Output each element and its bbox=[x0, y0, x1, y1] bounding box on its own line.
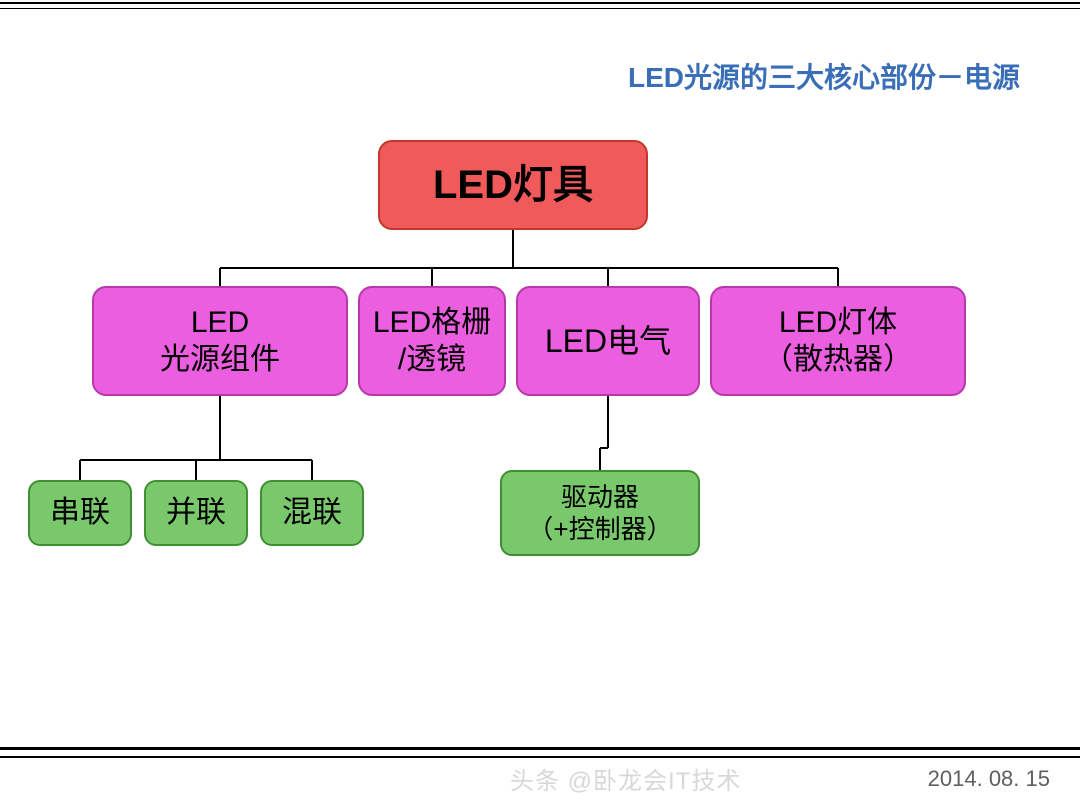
node-n4: LED灯体 （散热器） bbox=[710, 286, 966, 396]
node-root: LED灯具 bbox=[378, 140, 648, 230]
node-l1: 串联 bbox=[28, 480, 132, 546]
date-text: 2014. 08. 15 bbox=[928, 766, 1050, 792]
node-n3: LED电气 bbox=[516, 286, 700, 396]
bottom-rule-2 bbox=[0, 756, 1080, 758]
node-n1: LED 光源组件 bbox=[92, 286, 348, 396]
watermark: 头条 @卧龙会IT技术 bbox=[510, 761, 741, 796]
node-r1: 驱动器 （+控制器） bbox=[500, 470, 700, 556]
node-l3: 混联 bbox=[260, 480, 364, 546]
node-l2: 并联 bbox=[144, 480, 248, 546]
tree-connectors bbox=[0, 0, 1080, 810]
node-n2: LED格栅 /透镜 bbox=[358, 286, 506, 396]
top-rule-1 bbox=[0, 2, 1080, 4]
page-title: LED光源的三大核心部份－电源 bbox=[628, 56, 1020, 96]
top-rule-2 bbox=[0, 8, 1080, 9]
bottom-rule-1 bbox=[0, 747, 1080, 750]
